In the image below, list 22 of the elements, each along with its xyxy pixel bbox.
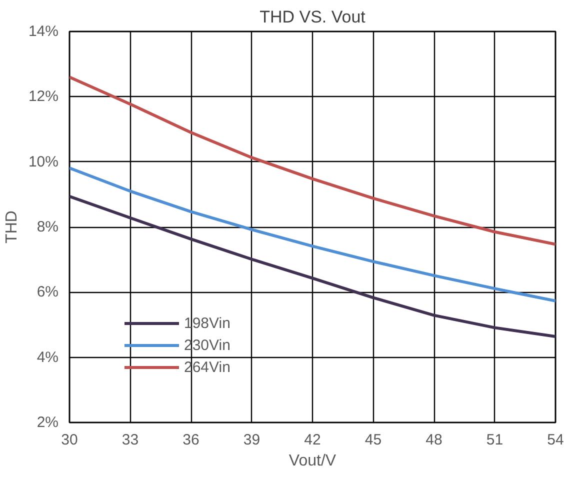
- y-tick-label: 6%: [36, 284, 59, 301]
- y-tick-label: 8%: [36, 218, 59, 236]
- x-tick-label: 33: [122, 432, 139, 448]
- y-tick-label: 10%: [28, 153, 59, 170]
- y-tick-label: 2%: [36, 414, 59, 431]
- x-tick-label: 42: [304, 432, 321, 448]
- x-tick-label: 54: [547, 432, 564, 448]
- x-tick-label: 39: [243, 432, 260, 448]
- y-tick-label: 12%: [28, 88, 59, 106]
- x-tick-label: 45: [364, 432, 382, 448]
- x-tick-label: 48: [426, 432, 442, 448]
- y-tick-label: 14%: [28, 23, 59, 40]
- x-tick-label: 36: [182, 432, 200, 448]
- line-series: [70, 166, 556, 302]
- x-tick-label: 30: [61, 432, 78, 448]
- x-axis-title: Vout/V: [288, 452, 336, 470]
- line-series: [70, 194, 556, 338]
- y-axis-title: THD: [3, 210, 20, 244]
- chart-title: THD VS. Vout: [260, 8, 366, 26]
- x-tick-label: 51: [486, 432, 504, 448]
- line-series: [70, 76, 556, 246]
- y-tick-label: 4%: [36, 348, 59, 366]
